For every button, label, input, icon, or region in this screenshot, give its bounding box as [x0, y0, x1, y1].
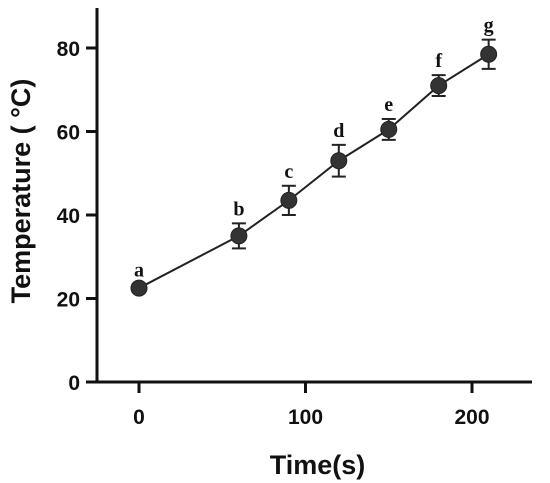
y-tick-label: 60 [57, 122, 80, 145]
significance-label: c [284, 161, 293, 183]
y-tick-label: 0 [68, 372, 80, 395]
axes [95, 8, 532, 384]
data-layer: a b c d e f g [130, 15, 498, 297]
y-axis-title: Temperature ( °C) [6, 79, 36, 304]
data-point [230, 227, 248, 245]
x-axis-title: Time(s) [270, 450, 366, 480]
data-point [380, 120, 398, 138]
significance-label: d [333, 120, 344, 142]
data-point [280, 191, 298, 209]
significance-label: e [384, 94, 393, 116]
significance-label: b [233, 198, 244, 220]
significance-label: f [435, 50, 442, 72]
y-tick-label: 40 [57, 205, 80, 228]
significance-label: a [134, 260, 144, 282]
x-tick-label: 0 [133, 406, 145, 429]
significance-label: g [484, 15, 494, 37]
data-point [330, 152, 348, 170]
data-point [130, 279, 148, 297]
data-point [480, 45, 498, 63]
x-tick-label: 100 [288, 406, 323, 429]
data-point [430, 77, 448, 95]
y-tick-label: 20 [57, 289, 80, 312]
y-tick-label: 80 [57, 38, 80, 61]
ticks: 0 20 40 60 80 0 100 200 [57, 38, 490, 429]
x-tick-label: 200 [454, 406, 489, 429]
